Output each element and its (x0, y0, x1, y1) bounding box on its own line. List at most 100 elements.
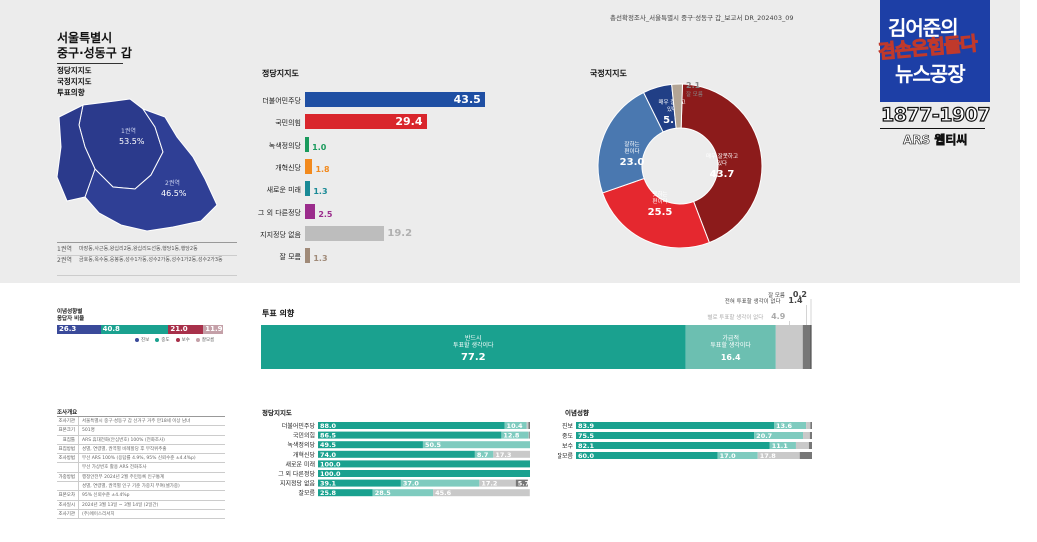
logo-phone-range: 1877-1907 (880, 103, 991, 126)
party-bar-label: 그 외 다른정당 (257, 208, 301, 217)
donut-slice (671, 83, 683, 129)
intent-value: 17.2 (481, 480, 497, 488)
map-legend-row: 2권역 금호동,옥수동,응봉동,성수1가동,성수2가동,성수1가2동,성수2가3… (57, 256, 237, 276)
donut-slice-label: 못하는 (652, 190, 667, 198)
donut-slice (597, 91, 664, 194)
donut-slice-label: 편이다 (624, 147, 639, 155)
survey-info-row: 조사기관 (주)에이스리서치 (57, 509, 225, 520)
survey-info-key: 조사일시 (57, 500, 79, 509)
intent-segment (504, 422, 527, 429)
map-area-2-value: 46.5% (161, 189, 187, 198)
intent-segment (433, 489, 530, 497)
intent-segment (810, 422, 812, 429)
intent-value: 17.3 (495, 451, 511, 459)
intent-segment (318, 479, 401, 487)
vote-intent-title: 투표 의향 (262, 309, 295, 318)
vote-intent-label: 투표할 생각이다 (453, 341, 494, 349)
vote-intent-value: 0.2 (793, 290, 807, 299)
intent-segment (422, 441, 530, 449)
intent-value: 60.0 (578, 452, 595, 460)
vote-intent-label: 잘 모름 (768, 291, 785, 299)
intent-value: 11.1 (772, 442, 789, 450)
ideology-ratio-bar: 26.3 40.8 21.0 11.9 (57, 325, 223, 334)
intent-row-label: 잘모름 (558, 452, 573, 460)
intent-value: 12.8 (503, 432, 520, 440)
survey-info-value: 95% 신뢰수준 ±4.4%p (82, 493, 130, 499)
section-item: 투표의향 (57, 88, 85, 97)
ideology-ratio-segment: 21.0 (168, 325, 204, 334)
survey-info-value: ARS 휴대전화(안심번호) 100% (전화조사) (82, 437, 165, 443)
survey-info-key: 표집틀 (57, 435, 79, 444)
survey-info-row: 조사방법 무선 ARS 100% (응답률 4.9%, 95% 신뢰수준 ±4.4… (57, 454, 225, 464)
region-line2: 중구·성동구 갑 (57, 46, 132, 60)
ideology-title-line1: 이념성향별 (57, 309, 83, 315)
intent-value: 13.6 (776, 422, 793, 430)
party-bar-label: 더불어민주당 (262, 97, 301, 105)
intent-segment (774, 422, 807, 429)
intent-value: 37.0 (403, 480, 420, 488)
district-map: 1권역 53.5% 2권역 46.5% (56, 98, 218, 232)
survey-info-key (57, 482, 79, 491)
survey-info-value: (주)에이스리서치 (82, 511, 115, 517)
survey-info-table: 조사기관 서울특별시 중구·성동구 갑 선거구 거주 만18세 이상 남녀 표본크기… (57, 416, 225, 520)
survey-info-value: 501명 (82, 428, 95, 434)
intent-segment (318, 470, 530, 477)
ideology-legend-label: 중도 (161, 338, 170, 343)
ideology-legend-item: 진보 (135, 336, 149, 344)
donut-slice (601, 177, 710, 248)
ideology-legend-item: 중도 (155, 336, 170, 344)
party-bar-value: 1.3 (313, 254, 328, 264)
section-item: 국정지지도 (57, 77, 92, 86)
party-bar-label: 개혁신당 (275, 163, 301, 172)
ideology-ratio-segment: 40.8 (100, 325, 169, 334)
donut-slice-value: 25.5 (648, 207, 673, 218)
survey-info-row: 가중방법 행정안전부 2024년 2월 주민등록 인구통계 (57, 472, 225, 483)
map-area-1-value: 53.5% (119, 137, 145, 146)
intent-value: 20.7 (756, 432, 772, 440)
intent-row-label: 그 외 다른정당 (278, 470, 315, 478)
intent-segment (474, 450, 494, 458)
gov-chart-title: 국정지지도 (590, 69, 627, 78)
intent-value: 83.9 (578, 422, 595, 430)
donut-slice-label: 편이다 (652, 197, 667, 205)
ideology-legend-swatch (155, 338, 160, 342)
intent-segment (372, 489, 434, 497)
party-bar (305, 92, 485, 107)
survey-info-row: 조사기관 서울특별시 중구·성동구 갑 선거구 거주 만18세 이상 남녀 (57, 417, 225, 427)
region-divider (57, 63, 123, 64)
vote-intent-segment (810, 325, 812, 369)
logo-line1: 김어준의 (888, 16, 959, 40)
intent-segment (769, 442, 796, 449)
ideology-legend-label: 보수 (181, 338, 190, 343)
intent-segment (318, 450, 475, 458)
intent-segment (318, 422, 505, 429)
party-bar-value: 1.0 (312, 142, 327, 152)
logo-divider (880, 128, 985, 129)
intent-value: 17.0 (720, 452, 737, 460)
intent-segment (528, 422, 530, 429)
intent-row-label: 더불어민주당 (282, 422, 316, 430)
party-support-chart: 더불어민주당 43.5 국민의힘 29.4 녹색정의당 1.0 개혁신당 1.8 새로운 미래 1… (225, 92, 495, 272)
intent-value: 28.5 (375, 489, 392, 497)
party-bar (305, 136, 310, 152)
intent-segment (400, 479, 480, 487)
map-area-2-label: 2권역 (165, 179, 180, 187)
map-legend-key: 2권역 (57, 257, 72, 264)
party-bar (305, 181, 311, 197)
party-chart-title: 정당지지도 (262, 69, 299, 78)
ideology-title: 이념성향별 응답자 비율 (57, 309, 84, 323)
donut-slice-label: 있다 (667, 105, 677, 113)
ideology-ratio-segment: 11.9 (203, 325, 223, 334)
vote-intent-value: 77.2 (461, 352, 486, 363)
intent-value: 25.8 (320, 489, 337, 497)
logo-ars-label: ARS 웹티씨 (903, 133, 968, 148)
region-line1: 서울특별시 (57, 31, 113, 45)
intent-value: 86.5 (320, 432, 337, 440)
vote-intent-value: 1.4 (788, 296, 803, 305)
intent-segment (576, 452, 718, 459)
map-legend-row: 1권역 마장동,사근동,왕십리2동,왕십리도선동,행당1동,행당2동 (57, 243, 237, 256)
ideology-legend-swatch (195, 338, 200, 342)
ideology-legend-label: 진보 (141, 338, 150, 343)
intent-segment (318, 489, 373, 497)
party-bar-value: 19.2 (387, 227, 413, 239)
